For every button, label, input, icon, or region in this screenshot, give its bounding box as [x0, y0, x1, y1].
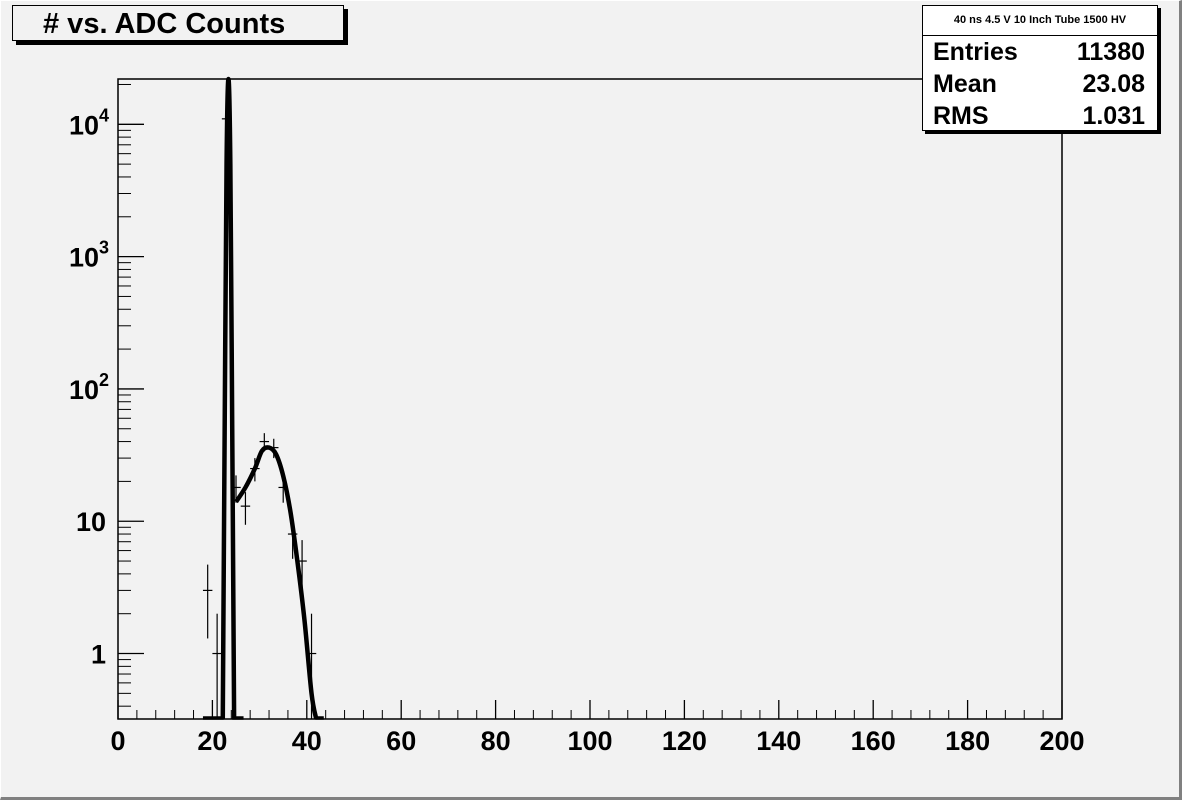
data-point — [231, 475, 241, 503]
data-point — [221, 118, 232, 120]
x-tick-label: 40 — [292, 726, 322, 756]
data-point — [202, 564, 213, 639]
x-tick-label: 20 — [197, 726, 227, 756]
x-tick-label: 60 — [386, 726, 416, 756]
stats-box: 40 ns 4.5 V 10 Inch Tube 1500 HV Entries… — [922, 5, 1158, 131]
x-tick-label: 100 — [567, 726, 612, 756]
title-text: # vs. ADC Counts — [43, 8, 286, 40]
x-tick-label: 140 — [756, 726, 801, 756]
data-point — [287, 516, 298, 559]
data-point — [259, 433, 270, 452]
x-tick-label: 120 — [662, 726, 707, 756]
x-tick-label: 0 — [110, 726, 125, 756]
stats-value: 23.08 — [1082, 70, 1145, 98]
x-tick-label: 180 — [945, 726, 990, 756]
data-point — [240, 492, 251, 525]
y-tick-label: 10 — [69, 375, 99, 405]
x-axis-ticks: 0 20 40 60 80 100 120 140 160 180 200 — [110, 700, 1085, 756]
stats-row-rms: RMS 1.031 — [923, 100, 1157, 132]
data-point — [306, 613, 317, 719]
stats-row-mean: Mean 23.08 — [923, 68, 1157, 100]
stats-value: 1.031 — [1082, 102, 1145, 130]
x-minor-ticks — [136, 710, 1044, 719]
data-point — [212, 613, 222, 719]
y-tick-label: 10 — [69, 243, 99, 273]
y-tick-label: 10 — [76, 507, 106, 537]
fit-curves — [220, 76, 319, 720]
x-tick-label: 200 — [1039, 726, 1084, 756]
stats-label: Mean — [933, 70, 997, 98]
data-point — [297, 540, 307, 595]
y-tick-exponent: 2 — [99, 370, 109, 390]
y-tick-label: 1 — [91, 640, 106, 670]
signal-fit-curve — [234, 445, 319, 720]
y-tick-label: 10 — [69, 110, 99, 140]
stats-row-entries: Entries 11380 — [923, 36, 1157, 68]
stats-name: 40 ns 4.5 V 10 Inch Tube 1500 HV — [923, 6, 1157, 36]
data-point — [269, 438, 279, 459]
plot-title: # vs. ADC Counts — [12, 5, 344, 41]
stats-label: RMS — [933, 102, 989, 130]
data-point — [250, 458, 260, 482]
x-tick-label: 80 — [481, 726, 511, 756]
plot-frame — [117, 78, 1063, 720]
y-tick-exponent: 3 — [99, 238, 109, 258]
data-points — [202, 118, 317, 719]
data-point — [278, 475, 288, 503]
stats-value: 11380 — [1076, 38, 1145, 66]
y-minor-ticks — [118, 83, 131, 707]
x-tick-label: 160 — [851, 726, 896, 756]
stats-label: Entries — [933, 38, 1018, 66]
y-tick-exponent: 4 — [99, 105, 109, 125]
pedestal-fit-curve — [220, 76, 237, 720]
